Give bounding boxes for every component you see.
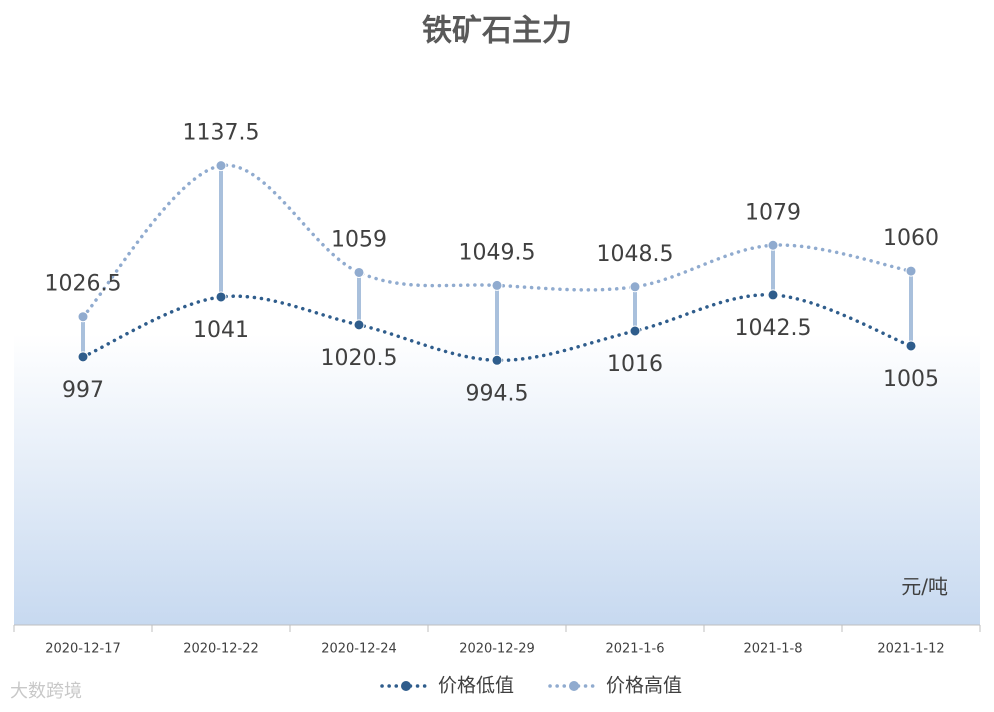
data-label: 997 — [62, 378, 104, 403]
data-label: 994.5 — [466, 381, 529, 406]
legend-label: 价格高值 — [606, 675, 682, 697]
x-tick-label: 2021-1-6 — [605, 642, 664, 657]
x-tick-label: 2021-1-8 — [743, 642, 802, 657]
point — [629, 325, 641, 337]
legend-marker — [401, 681, 411, 691]
x-tick-label: 2020-12-17 — [45, 642, 121, 657]
legend-label: 价格低值 — [438, 675, 514, 697]
data-label: 1016 — [607, 352, 663, 377]
x-tick-label: 2020-12-29 — [459, 642, 535, 657]
data-label: 1060 — [883, 226, 939, 251]
data-label: 1026.5 — [45, 272, 122, 297]
series-line — [81, 163, 913, 319]
watermark: 大数跨境 — [10, 681, 82, 702]
point — [905, 340, 917, 352]
data-label: 1059 — [331, 227, 387, 252]
data-label: 1079 — [745, 200, 801, 225]
point — [629, 281, 641, 293]
data-label: 1048.5 — [597, 242, 674, 267]
point — [77, 311, 89, 323]
point — [353, 266, 365, 278]
point — [215, 160, 227, 172]
data-label: 1005 — [883, 367, 939, 392]
point — [77, 351, 89, 363]
point — [215, 291, 227, 303]
legend-marker — [569, 681, 579, 691]
plot-area — [14, 140, 980, 625]
x-tick-label: 2020-12-22 — [183, 642, 259, 657]
data-label: 1049.5 — [459, 240, 536, 265]
data-label: 1020.5 — [321, 346, 398, 371]
point — [491, 279, 503, 291]
point — [353, 319, 365, 331]
point — [905, 265, 917, 277]
data-label: 1042.5 — [735, 316, 812, 341]
data-label: 1041 — [193, 318, 249, 343]
point — [491, 354, 503, 366]
point — [767, 289, 779, 301]
chart-title: 铁矿石主力 — [422, 14, 572, 49]
x-tick-label: 2020-12-24 — [321, 642, 397, 657]
x-tick-label: 2021-1-12 — [877, 642, 944, 657]
unit-label: 元/吨 — [901, 575, 948, 599]
point — [767, 239, 779, 251]
data-label: 1137.5 — [183, 121, 260, 146]
